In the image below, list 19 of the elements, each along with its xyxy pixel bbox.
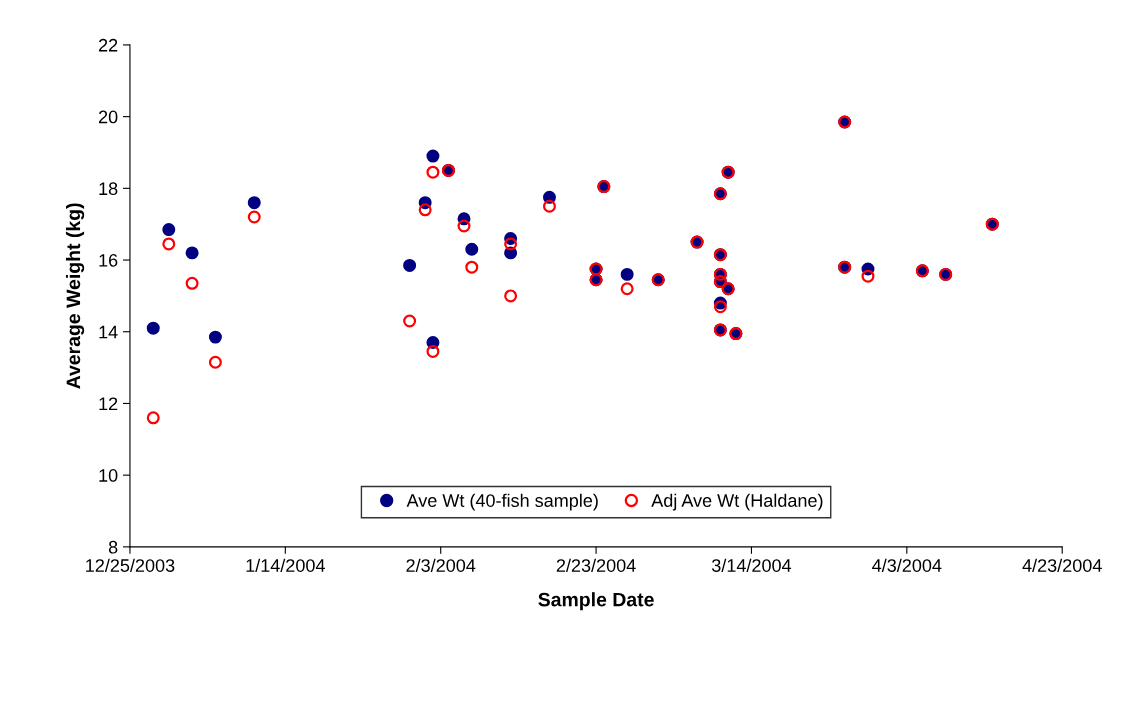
x-tick-label: 4/23/2004 <box>1022 558 1102 572</box>
legend-label: Adj Ave Wt (Haldane) <box>651 493 823 511</box>
y-tick-label: 22 <box>98 38 118 52</box>
x-tick-label: 2/3/2004 <box>406 558 476 572</box>
x-tick-label: 12/25/2003 <box>86 558 175 572</box>
y-tick-label: 8 <box>108 540 118 554</box>
legend-label: Ave Wt (40-fish sample) <box>406 493 598 511</box>
y-tick-label: 16 <box>99 253 118 267</box>
y-tick-label: 14 <box>99 325 118 339</box>
x-tick-label: 4/3/2004 <box>872 558 942 572</box>
y-tick-label: 10 <box>99 469 118 482</box>
y-tick-label: 12 <box>99 397 118 410</box>
x-axis-title: Sample Date <box>538 592 654 611</box>
x-tick-label: 2/23/2004 <box>556 558 636 572</box>
x-tick-label: 1/14/2004 <box>246 558 325 572</box>
y-tick-label: 20 <box>98 110 118 124</box>
y-tick-label: 18 <box>99 182 118 196</box>
y-axis-title: Average Weight (kg) <box>65 203 85 389</box>
x-tick-label: 3/14/2004 <box>711 558 792 572</box>
